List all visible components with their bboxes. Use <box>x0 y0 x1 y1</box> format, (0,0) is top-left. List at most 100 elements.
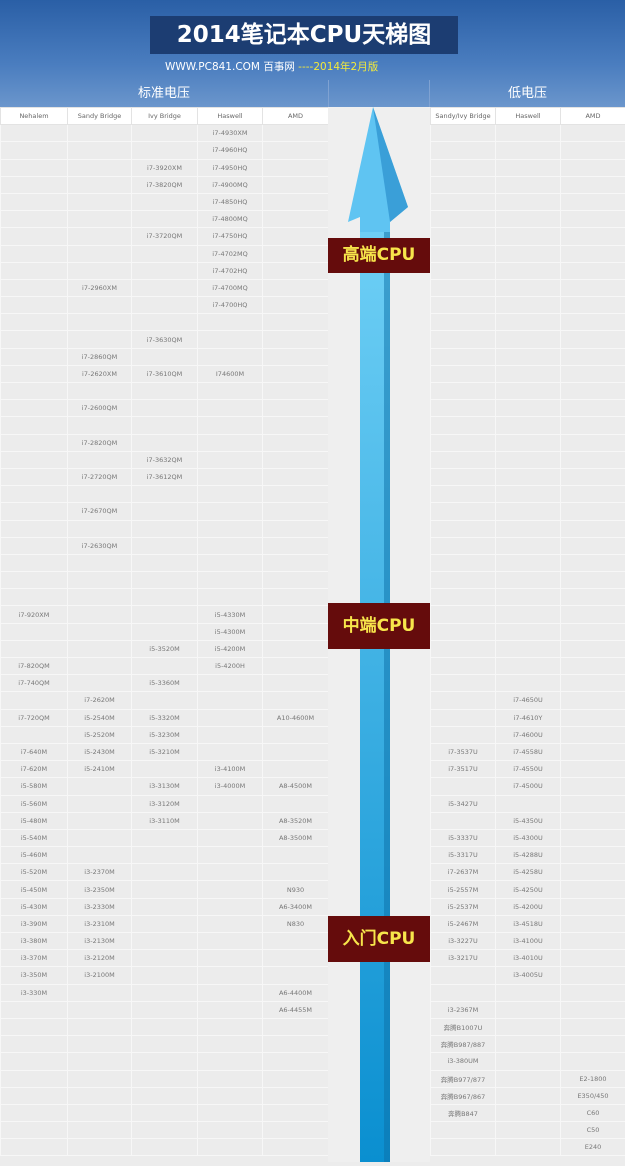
tier-label-mid: 中端CPU <box>328 603 430 649</box>
table-row: i7-4600U <box>431 726 625 743</box>
cpu-cell <box>561 400 625 417</box>
cpu-cell <box>68 623 132 640</box>
cpu-cell <box>561 967 625 984</box>
cpu-cell <box>68 606 132 623</box>
cpu-cell: i7-2670QM <box>68 503 132 520</box>
table-row <box>1 383 329 400</box>
cpu-cell: i7-2630QM <box>68 537 132 554</box>
cpu-cell <box>496 383 561 400</box>
table-row <box>431 537 625 554</box>
cpu-cell <box>198 933 263 950</box>
cpu-cell <box>561 1053 625 1070</box>
cpu-cell <box>561 365 625 382</box>
cpu-cell <box>132 400 198 417</box>
table-row <box>1 572 329 589</box>
cpu-cell: i3-2310M <box>68 915 132 932</box>
column-header: Haswell <box>198 108 263 125</box>
table-row <box>431 228 625 245</box>
cpu-cell <box>132 1036 198 1053</box>
table-row <box>1 1036 329 1053</box>
cpu-cell <box>431 400 496 417</box>
cpu-cell: i7-4800MQ <box>198 211 263 228</box>
cpu-cell: A6-4455M <box>263 1001 329 1018</box>
table-row: i7-2630QM <box>1 537 329 554</box>
cpu-cell <box>198 589 263 606</box>
table-row: i7-2820QM <box>1 434 329 451</box>
cpu-cell: i7-3632QM <box>132 451 198 468</box>
cpu-cell <box>68 125 132 142</box>
cpu-cell: i7-820QM <box>1 658 68 675</box>
table-row <box>1 1122 329 1139</box>
cpu-cell: i3-2370M <box>68 864 132 881</box>
cpu-cell <box>132 1001 198 1018</box>
cpu-cell <box>561 211 625 228</box>
table-row <box>431 400 625 417</box>
cpu-cell <box>263 761 329 778</box>
table-row: i3-2367M <box>431 1001 625 1018</box>
column-header: Sandy Bridge <box>68 108 132 125</box>
cpu-cell <box>561 898 625 915</box>
table-row: i7-4700HQ <box>1 297 329 314</box>
cpu-cell <box>132 606 198 623</box>
cpu-cell <box>561 159 625 176</box>
table-row <box>431 486 625 503</box>
cpu-cell: i7-4700HQ <box>198 297 263 314</box>
table-row <box>1 1104 329 1121</box>
cpu-cell: i7-3820QM <box>132 176 198 193</box>
cpu-cell: i5-4200U <box>496 898 561 915</box>
cpu-cell: i3-2120M <box>68 950 132 967</box>
cpu-cell: i7-4650U <box>496 692 561 709</box>
table-row <box>1 417 329 434</box>
cpu-cell <box>68 159 132 176</box>
cpu-cell: i3-3227U <box>431 933 496 950</box>
cpu-cell <box>198 572 263 589</box>
column-header: Haswell <box>496 108 561 125</box>
cpu-cell <box>1 383 68 400</box>
cpu-cell <box>132 1104 198 1121</box>
cpu-cell <box>561 984 625 1001</box>
cpu-cell: i7-4558U <box>496 743 561 760</box>
cpu-cell <box>496 486 561 503</box>
cpu-cell <box>68 675 132 692</box>
cpu-cell <box>1 193 68 210</box>
table-row <box>431 434 625 451</box>
cpu-cell <box>1 726 68 743</box>
cpu-cell <box>263 1122 329 1139</box>
cpu-cell <box>561 572 625 589</box>
cpu-cell <box>496 520 561 537</box>
cpu-cell: i3-4000M <box>198 778 263 795</box>
cpu-cell: i5-520M <box>1 864 68 881</box>
cpu-cell <box>431 176 496 193</box>
cpu-cell: i3-3130M <box>132 778 198 795</box>
cpu-cell: i7-4900MQ <box>198 176 263 193</box>
cpu-cell <box>496 1122 561 1139</box>
cpu-cell <box>68 486 132 503</box>
cpu-cell <box>68 1018 132 1035</box>
table-row <box>431 262 625 279</box>
cpu-cell: i5-4288U <box>496 847 561 864</box>
cpu-cell <box>431 159 496 176</box>
cpu-cell: i7-4950HQ <box>198 159 263 176</box>
cpu-cell <box>496 658 561 675</box>
cpu-cell: 奔腾B987/887 <box>431 1036 496 1053</box>
section-divider <box>328 80 430 107</box>
cpu-cell: A8-3520M <box>263 812 329 829</box>
cpu-cell: i3-2330M <box>68 898 132 915</box>
cpu-cell <box>431 572 496 589</box>
cpu-cell <box>132 142 198 159</box>
cpu-cell <box>263 365 329 382</box>
cpu-cell <box>263 554 329 571</box>
cpu-cell: i5-3317U <box>431 847 496 864</box>
cpu-cell <box>431 709 496 726</box>
cpu-cell <box>431 726 496 743</box>
cpu-cell <box>496 1139 561 1156</box>
